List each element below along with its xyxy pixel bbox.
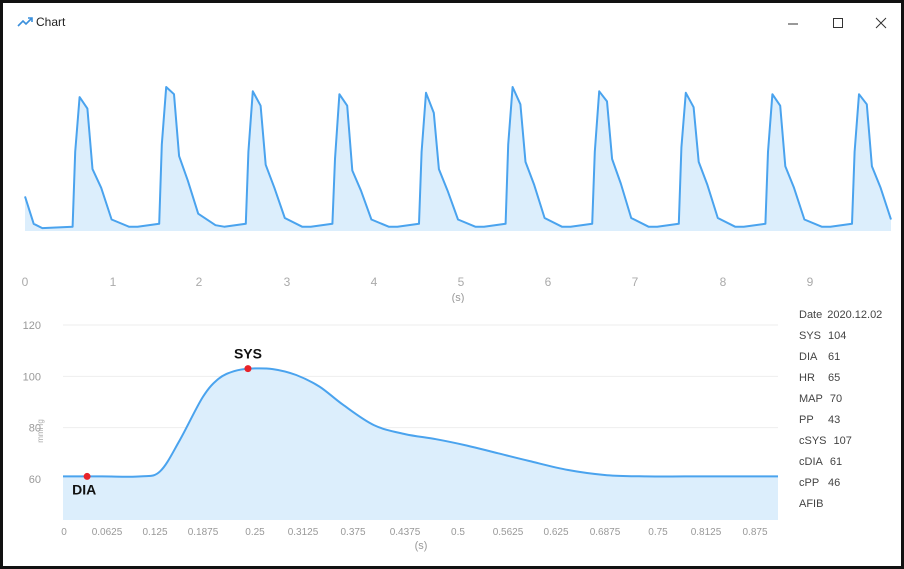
metric-row-hr: HR 65 [799,370,904,391]
window-title: Chart [36,15,66,29]
top-x-tick: 8 [720,275,727,289]
beat-marker-points: SYS DIA [72,346,262,498]
metric-row-sys: SYS 104 [799,328,904,349]
metric-row-cdia: cDIA 61 [799,454,904,475]
metric-key: AFIB [799,498,824,510]
metric-key: cSYS [799,435,827,447]
metric-row-map: MAP 70 [799,391,904,412]
bottom-x-tick: 0.3125 [288,527,319,538]
bottom-x-axis-label: (s) [415,540,428,552]
minimize-button[interactable] [773,9,813,37]
metric-row-date: Date 2020.12.02 [799,307,904,328]
bottom-x-tick: 0.125 [142,527,167,538]
top-x-tick: 0 [22,275,29,289]
title-bar[interactable]: Chart [3,3,901,39]
bottom-x-tick: 0.6875 [590,527,621,538]
marker-dia [83,472,91,480]
beat-area [63,368,778,520]
metric-row-dia: DIA 61 [799,349,904,370]
maximize-icon [833,18,843,28]
metric-key: cDIA [799,456,823,468]
metric-value: 104 [828,330,847,342]
metric-value: 46 [828,477,841,489]
annotation-sys: SYS [234,346,262,362]
metric-key: PP [799,414,814,426]
metric-value: 43 [828,414,841,426]
bottom-x-tick: 0.4375 [390,527,421,538]
top-x-axis-unit: (s) [452,292,465,303]
bottom-x-tick: 0 [61,527,67,538]
bottom-x-tick: 0.25 [245,527,265,538]
bottom-y-tick: 80 [29,423,41,435]
metrics-panel: Date 2020.12.02 SYS 104 DIA 61 HR 65 MAP 70 PP 43 cS… [799,307,904,517]
top-x-tick: 5 [458,275,465,289]
metric-row-cpp: cPP 46 [799,475,904,496]
bottom-y-tick: 60 [29,474,41,486]
metric-value: 70 [829,393,843,405]
top-x-tick: 1 [110,275,117,289]
metric-value: 107 [833,435,852,447]
close-button[interactable] [861,9,901,37]
metric-row-afib: AFIB [799,496,904,517]
marker-sys [244,365,252,373]
beat-line [63,367,778,478]
metric-value: 61 [829,456,843,468]
metric-row-pp: PP 43 [799,412,904,433]
bottom-y-tick: 120 [23,320,41,332]
chart-app-icon [17,17,33,27]
metric-key: HR [799,372,815,384]
waveform-overview-chart: 0 1 2 3 4 5 6 7 8 9 (s) [22,86,892,303]
bottom-x-tick: 0.5625 [493,527,524,538]
waveform-line [24,86,892,230]
metric-row-csys: cSYS 107 [799,433,904,454]
bottom-x-tick: 0.1875 [188,527,219,538]
bottom-x-tick: 0.75 [648,527,668,538]
bottom-x-tick: 0.625 [543,527,568,538]
metric-key: DIA [799,351,818,363]
metric-key: MAP [799,393,823,405]
annotation-dia: DIA [72,481,96,497]
close-icon [875,17,887,29]
metric-key: SYS [799,330,822,342]
metric-key: cPP [799,477,820,489]
metric-value: 65 [828,372,841,384]
bottom-x-tick: 0.875 [742,527,767,538]
bottom-x-tick: 0.375 [340,527,365,538]
bottom-x-tick: 0.5 [451,527,465,538]
maximize-button[interactable] [818,9,858,37]
top-x-axis-ticks: 0 1 2 3 4 5 6 7 8 9 [22,275,814,289]
bottom-x-tick: 0.8125 [691,527,722,538]
top-x-tick: 4 [371,275,378,289]
minimize-icon [788,23,798,25]
bottom-y-axis-ticks: 120 100 80 60 [23,320,41,486]
metric-value: 2020.12.02 [827,309,883,321]
bottom-x-axis-ticks: 0 0.0625 0.125 0.1875 0.25 0.3125 0.375 0.4375 0… [61,527,768,538]
bottom-y-axis-label: mmHg [36,419,45,443]
top-x-tick: 7 [632,275,639,289]
bottom-x-tick: 0.0625 [92,527,123,538]
top-x-tick: 2 [196,275,203,289]
metric-key: Date [799,309,823,321]
top-x-tick: 9 [807,275,814,289]
top-x-tick: 3 [284,275,291,289]
metric-value: 61 [828,351,841,363]
bottom-y-tick: 100 [23,371,41,383]
waveform-area [25,87,891,231]
top-x-tick: 6 [545,275,552,289]
